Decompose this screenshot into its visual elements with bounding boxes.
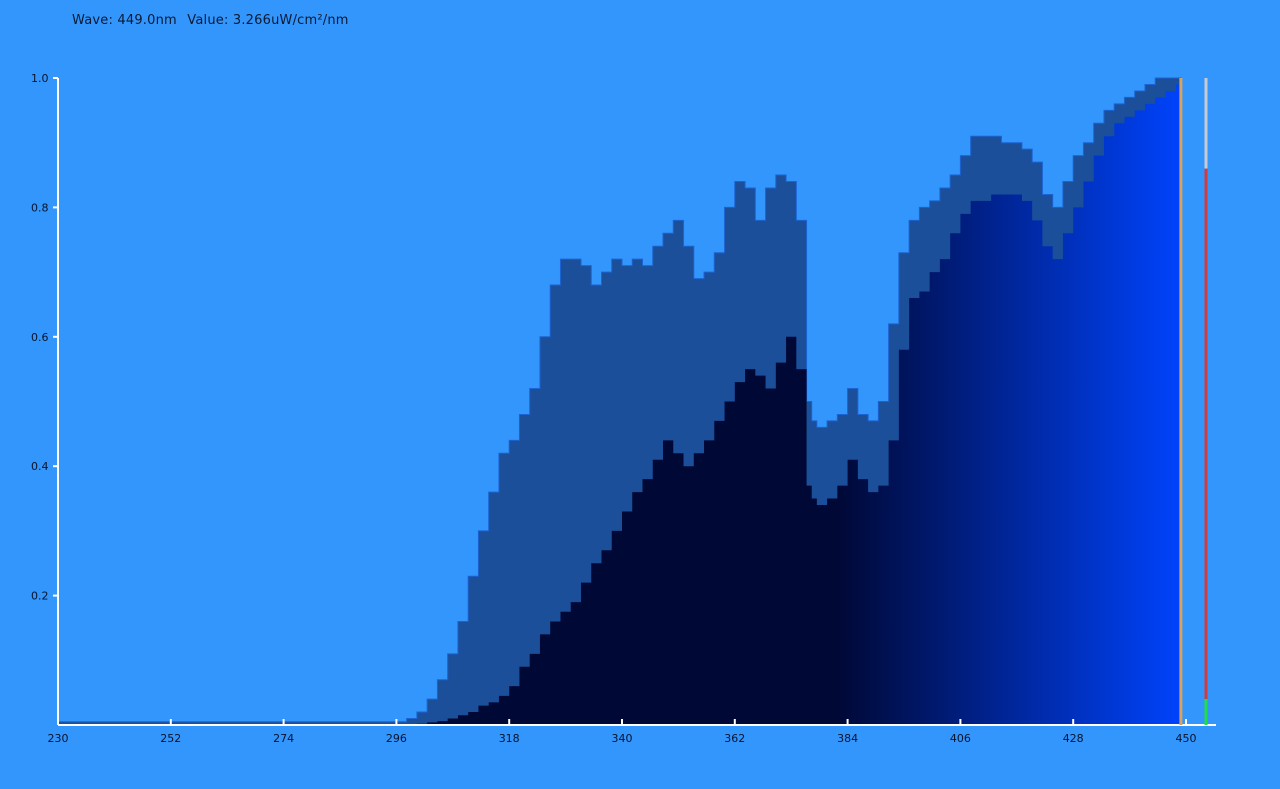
y-tick-label: 1.0: [31, 72, 49, 85]
x-tick-label: 450: [1176, 732, 1197, 745]
y-tick-label: 0.6: [31, 331, 49, 344]
cursor-readout: Wave: 449.0nm Value: 3.266uW/cm²/nm: [72, 13, 355, 28]
y-tick-label: 0.2: [31, 590, 49, 603]
readout-value: Value: 3.266uW/cm²/nm: [187, 13, 349, 28]
y-tick-label: 0.4: [31, 460, 49, 473]
x-tick-label: 318: [499, 732, 520, 745]
x-tick-label: 274: [273, 732, 294, 745]
y-tick-label: 0.8: [31, 201, 49, 214]
x-tick-label: 384: [837, 732, 858, 745]
x-tick-label: 340: [612, 732, 633, 745]
readout-wavelength: Wave: 449.0nm: [72, 13, 177, 28]
series-lower-area: [58, 84, 1181, 726]
axes: 0.2 0.4 0.6 0.8 1.0 230 252 274 296 318 340 362 384 4…: [31, 72, 1216, 745]
x-tick-label: 362: [724, 732, 745, 745]
x-tick-label: 230: [48, 732, 69, 745]
plot-area: [57, 77, 1182, 726]
x-tick-label: 296: [386, 732, 407, 745]
x-tick-label: 406: [950, 732, 971, 745]
overlays: [1179, 78, 1208, 725]
x-tick-label: 428: [1063, 732, 1084, 745]
x-tick-label: 252: [160, 732, 181, 745]
